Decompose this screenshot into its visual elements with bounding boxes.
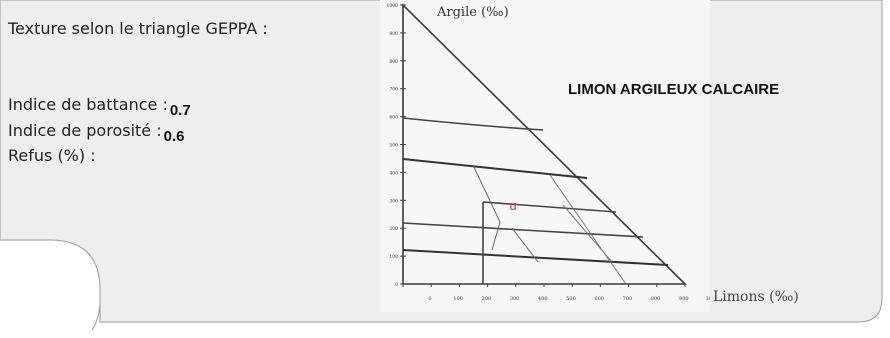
y-tick-label: 400 bbox=[389, 170, 398, 176]
y-tick-label: 700 bbox=[389, 87, 398, 93]
y-axis-ticks: 0 100 200 300 400 500 600 700 800 900 1000 bbox=[387, 3, 406, 288]
y-tick-label: 1000 bbox=[387, 3, 399, 9]
texture-class-name: LIMON ARGILEUX CALCAIRE bbox=[568, 81, 780, 98]
sample-points: u bbox=[509, 198, 516, 213]
x-tick-label: 200 bbox=[482, 296, 492, 302]
boundary-diag-3 bbox=[549, 174, 627, 285]
x-tick-label: 1000 bbox=[706, 296, 710, 302]
y-tick-label: 300 bbox=[389, 198, 398, 204]
boundary-clay-300 bbox=[482, 201, 617, 213]
geppa-triangle-svg: 0 100 200 300 400 500 600 700 800 900 1000 0 100 200… bbox=[387, 3, 719, 302]
refus-row: Refus (%) : bbox=[8, 146, 98, 165]
boundary-clay-200 bbox=[402, 222, 644, 238]
geppa-texture-triangle: 0 100 200 300 400 500 600 700 800 900 1000 0 100 200… bbox=[380, 0, 719, 312]
boundary-diag-4 bbox=[562, 204, 613, 263]
y-tick-label: 600 bbox=[389, 115, 398, 121]
battance-row: Indice de battance :0.7 bbox=[8, 95, 191, 119]
porosite-value: 0.6 bbox=[163, 128, 185, 145]
x-tick-label: 0 bbox=[428, 296, 431, 302]
boundary-diag-2 bbox=[511, 227, 539, 263]
x-tick-label: 500 bbox=[566, 296, 576, 302]
porosite-row: Indice de porosité :0.6 bbox=[8, 121, 184, 145]
y-tick-label: 200 bbox=[389, 226, 398, 232]
x-tick-label: 400 bbox=[538, 296, 548, 302]
boundary-clay-600 bbox=[402, 117, 544, 131]
x-tick-label: 100 bbox=[453, 296, 463, 302]
y-axis-title-text: Argile (‰) bbox=[437, 5, 509, 20]
x-axis-ticks: 0 100 200 300 400 500 600 700 800 900 1000 bbox=[402, 284, 718, 302]
boundary-diag-1 bbox=[472, 164, 501, 251]
texture-label: Texture selon le triangle GEPPA : bbox=[8, 19, 268, 38]
x-tick-label: 800 bbox=[651, 296, 661, 302]
boundary-clay-100 bbox=[402, 249, 669, 266]
x-tick-label: 600 bbox=[594, 296, 604, 302]
boundary-clay-450 bbox=[402, 158, 588, 179]
porosite-label: Indice de porosité : bbox=[8, 121, 162, 140]
y-tick-label: 500 bbox=[389, 143, 398, 149]
y-axis-title: Argile (‰) bbox=[437, 5, 509, 20]
x-tick-label: 900 bbox=[679, 296, 689, 302]
battance-label: Indice de battance : bbox=[8, 95, 168, 114]
x-axis-title: Limons (‰) bbox=[713, 289, 799, 305]
x-tick-label: 300 bbox=[510, 296, 520, 302]
y-tick-label: 100 bbox=[389, 254, 398, 260]
refus-label: Refus (%) : bbox=[8, 146, 96, 165]
triangle-outline bbox=[402, 3, 687, 285]
battance-value: 0.7 bbox=[169, 102, 191, 119]
y-tick-label: 800 bbox=[389, 59, 398, 65]
x-axis-title-text: Limons (‰) bbox=[713, 289, 799, 305]
x-tick-label: 700 bbox=[623, 296, 633, 302]
y-tick-label: 900 bbox=[389, 31, 398, 37]
sample-point-marker: u bbox=[509, 198, 516, 213]
y-tick-label: 0 bbox=[395, 282, 398, 288]
